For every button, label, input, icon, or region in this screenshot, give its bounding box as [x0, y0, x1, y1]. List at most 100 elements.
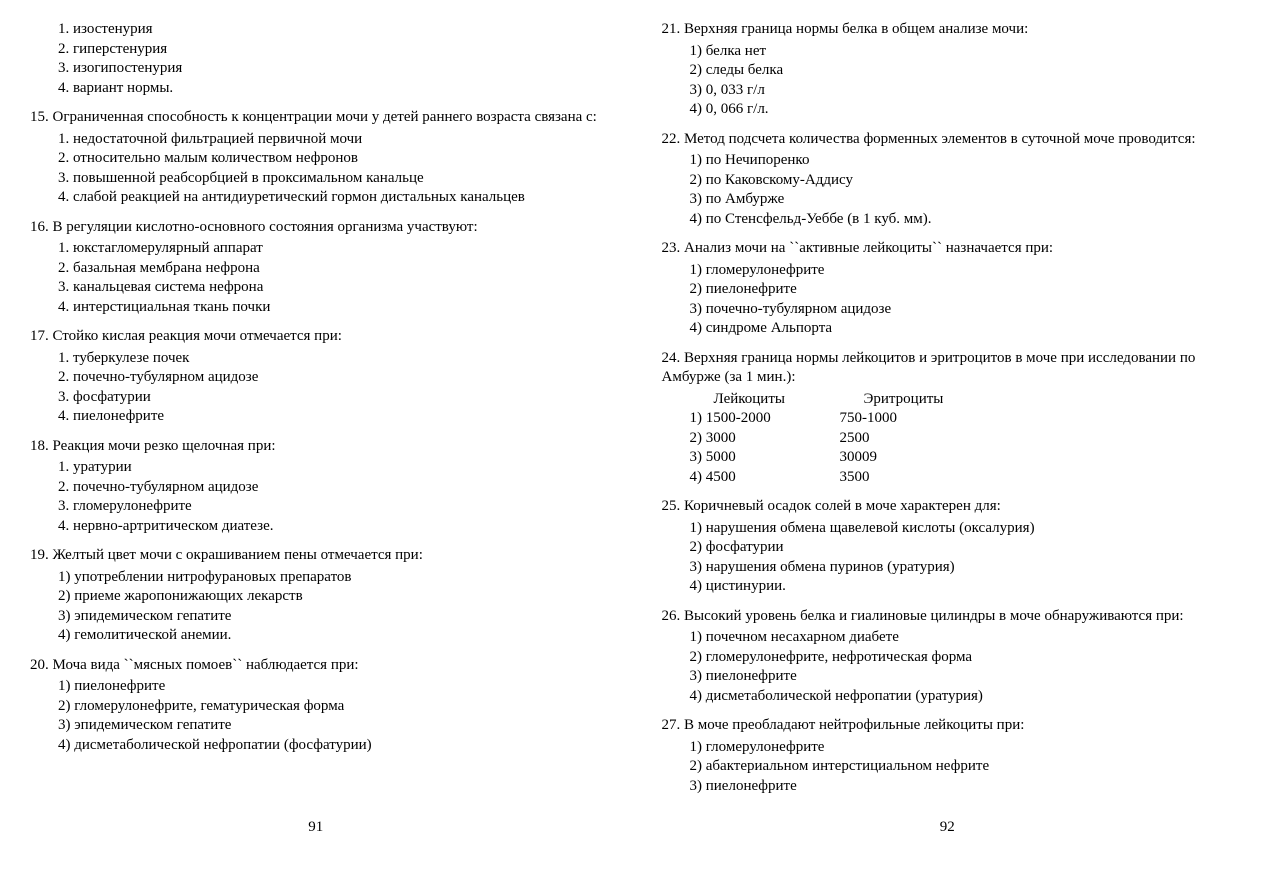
question-block: 20. Моча вида ``мясных помоев`` наблюдае… — [30, 656, 602, 756]
list-item: 4. пиелонефрите — [58, 407, 602, 427]
list-item: 2) фосфатурии — [690, 538, 1234, 558]
pre-answers-block: 1. изостенурия 2. гиперстенурия 3. изоги… — [30, 20, 602, 98]
question-text: 25. Коричневый осадок солей в моче харак… — [662, 497, 1234, 517]
list-item: 2) гломерулонефрите, нефротическая форма — [690, 648, 1234, 668]
list-item: 3. канальцевая система нефрона — [58, 278, 602, 298]
question-block: 27. В моче преобладают нейтрофильные лей… — [662, 716, 1234, 796]
list-item: 1. уратурии — [58, 458, 602, 478]
question-block: 23. Анализ мочи на ``активные лейкоциты`… — [662, 239, 1234, 339]
question-text: 18. Реакция мочи резко щелочная при: — [30, 437, 602, 457]
list-item: 4. интерстициальная ткань почки — [58, 298, 602, 318]
question-block: 19. Желтый цвет мочи с окрашиванием пены… — [30, 546, 602, 646]
question-text: 21. Верхняя граница нормы белка в общем … — [662, 20, 1234, 40]
list-item: 2) приеме жаропонижающих лекарств — [58, 587, 602, 607]
answer-list: 1) по Нечипоренко2) по Каковскому-Аддису… — [662, 151, 1234, 229]
col-header-a: Лейкоциты — [714, 390, 864, 410]
question-block: 24. Верхняя граница нормы лейкоцитов и э… — [662, 349, 1234, 488]
list-item: 3) по Амбурже — [690, 190, 1234, 210]
list-item: 2) по Каковскому-Аддису — [690, 171, 1234, 191]
list-item: 2. гиперстенурия — [58, 40, 602, 60]
col-a: 1) 1500-2000 — [690, 409, 840, 429]
question-text: 17. Стойко кислая реакция мочи отмечаетс… — [30, 327, 602, 347]
right-column: 21. Верхняя граница нормы белка в общем … — [662, 20, 1234, 838]
question-text: 24. Верхняя граница нормы лейкоцитов и э… — [662, 349, 1234, 388]
list-item: 4) гемолитической анемии. — [58, 626, 602, 646]
list-item: 2) абактериальном интерстициальном нефри… — [690, 757, 1234, 777]
list-item: 4) цистинурии. — [690, 577, 1234, 597]
page-number-right: 92 — [662, 806, 1234, 838]
question-text: 22. Метод подсчета количества форменных … — [662, 130, 1234, 150]
answer-list: 1) нарушения обмена щавелевой кислоты (о… — [662, 519, 1234, 597]
list-item: 2) пиелонефрите — [690, 280, 1234, 300]
question-text: 19. Желтый цвет мочи с окрашиванием пены… — [30, 546, 602, 566]
list-item: 3) нарушения обмена пуринов (уратурия) — [690, 558, 1234, 578]
answer-list: 1) почечном несахарном диабете2) гломеру… — [662, 628, 1234, 706]
answer-text: гиперстенурия — [73, 41, 167, 57]
question-block: 22. Метод подсчета количества форменных … — [662, 130, 1234, 230]
col-a: 4) 4500 — [690, 468, 840, 488]
list-item: 4. вариант нормы. — [58, 79, 602, 99]
list-item: 1. изостенурия — [58, 20, 602, 40]
answer-text: изогипостенурия — [73, 60, 182, 76]
list-item: 2. базальная мембрана нефрона — [58, 259, 602, 279]
answer-text: изостенурия — [73, 21, 153, 37]
table-row: 1) 1500-2000750-1000 — [662, 409, 1234, 429]
list-item: 1. недостаточной фильтрацией первичной м… — [58, 130, 602, 150]
list-item: 2. почечно-тубулярном ацидозе — [58, 368, 602, 388]
list-item: 1) почечном несахарном диабете — [690, 628, 1234, 648]
col-header-b: Эритроциты — [864, 390, 944, 410]
col-b: 2500 — [840, 429, 870, 449]
list-item: 1. туберкулезе почек — [58, 349, 602, 369]
list-item: 4) дисметаболической нефропатии (фосфату… — [58, 736, 602, 756]
question-block: 18. Реакция мочи резко щелочная при:1. у… — [30, 437, 602, 537]
list-item: 2) гломерулонефрите, гематурическая форм… — [58, 697, 602, 717]
question-text: 26. Высокий уровень белка и гиалиновые ц… — [662, 607, 1234, 627]
list-item: 3. фосфатурии — [58, 388, 602, 408]
list-item: 3. повышенной реабсорбцией в проксимальн… — [58, 169, 602, 189]
question-text: 23. Анализ мочи на ``активные лейкоциты`… — [662, 239, 1234, 259]
list-item: 3) 0, 033 г/л — [690, 81, 1234, 101]
table-row: 2) 30002500 — [662, 429, 1234, 449]
list-item: 1) гломерулонефрите — [690, 738, 1234, 758]
answer-text: вариант нормы. — [73, 80, 173, 96]
list-item: 3) пиелонефрите — [690, 777, 1234, 797]
answer-list: 1. недостаточной фильтрацией первичной м… — [30, 130, 602, 208]
list-item: 1) употреблении нитрофурановых препарато… — [58, 568, 602, 588]
list-item: 1) пиелонефрите — [58, 677, 602, 697]
col-b: 750-1000 — [840, 409, 898, 429]
answer-list: 1) пиелонефрите2) гломерулонефрите, гема… — [30, 677, 602, 755]
question-block: 25. Коричневый осадок солей в моче харак… — [662, 497, 1234, 597]
table-row: 3) 500030009 — [662, 448, 1234, 468]
question-text: 20. Моча вида ``мясных помоев`` наблюдае… — [30, 656, 602, 676]
answer-list: 1) гломерулонефрите2) абактериальном инт… — [662, 738, 1234, 797]
question-block: 15. Ограниченная способность к концентра… — [30, 108, 602, 208]
question-block: 17. Стойко кислая реакция мочи отмечаетс… — [30, 327, 602, 427]
list-item: 2) следы белка — [690, 61, 1234, 81]
question-text: 15. Ограниченная способность к концентра… — [30, 108, 602, 128]
answer-list: 1) гломерулонефрите2) пиелонефрите3) поч… — [662, 261, 1234, 339]
list-item: 3) пиелонефрите — [690, 667, 1234, 687]
page-container: 1. изостенурия 2. гиперстенурия 3. изоги… — [30, 20, 1233, 838]
page-number-left: 91 — [30, 806, 602, 838]
col-b: 3500 — [840, 468, 870, 488]
table-header: ЛейкоцитыЭритроциты — [662, 390, 1234, 410]
list-item: 4) синдроме Альпорта — [690, 319, 1234, 339]
list-item: 3. изогипостенурия — [58, 59, 602, 79]
question-block: 16. В регуляции кислотно-основного состо… — [30, 218, 602, 318]
list-item: 3) почечно-тубулярном ацидозе — [690, 300, 1234, 320]
list-item: 4. слабой реакцией на антидиуретический … — [58, 188, 602, 208]
list-item: 4) 0, 066 г/л. — [690, 100, 1234, 120]
list-item: 3. гломерулонефрите — [58, 497, 602, 517]
list-item: 3) эпидемическом гепатите — [58, 607, 602, 627]
question-block: 21. Верхняя граница нормы белка в общем … — [662, 20, 1234, 120]
list-item: 1) нарушения обмена щавелевой кислоты (о… — [690, 519, 1234, 539]
list-item: 4) дисметаболической нефропатии (уратури… — [690, 687, 1234, 707]
answer-list: 1. туберкулезе почек2. почечно-тубулярно… — [30, 349, 602, 427]
pre-answer-list: 1. изостенурия 2. гиперстенурия 3. изоги… — [30, 20, 602, 98]
table-row: 4) 45003500 — [662, 468, 1234, 488]
question-text: 16. В регуляции кислотно-основного состо… — [30, 218, 602, 238]
list-item: 1. юкстагломерулярный аппарат — [58, 239, 602, 259]
answer-list: 1) белка нет2) следы белка3) 0, 033 г/л4… — [662, 42, 1234, 120]
list-item: 2. почечно-тубулярном ацидозе — [58, 478, 602, 498]
col-a: 3) 5000 — [690, 448, 840, 468]
